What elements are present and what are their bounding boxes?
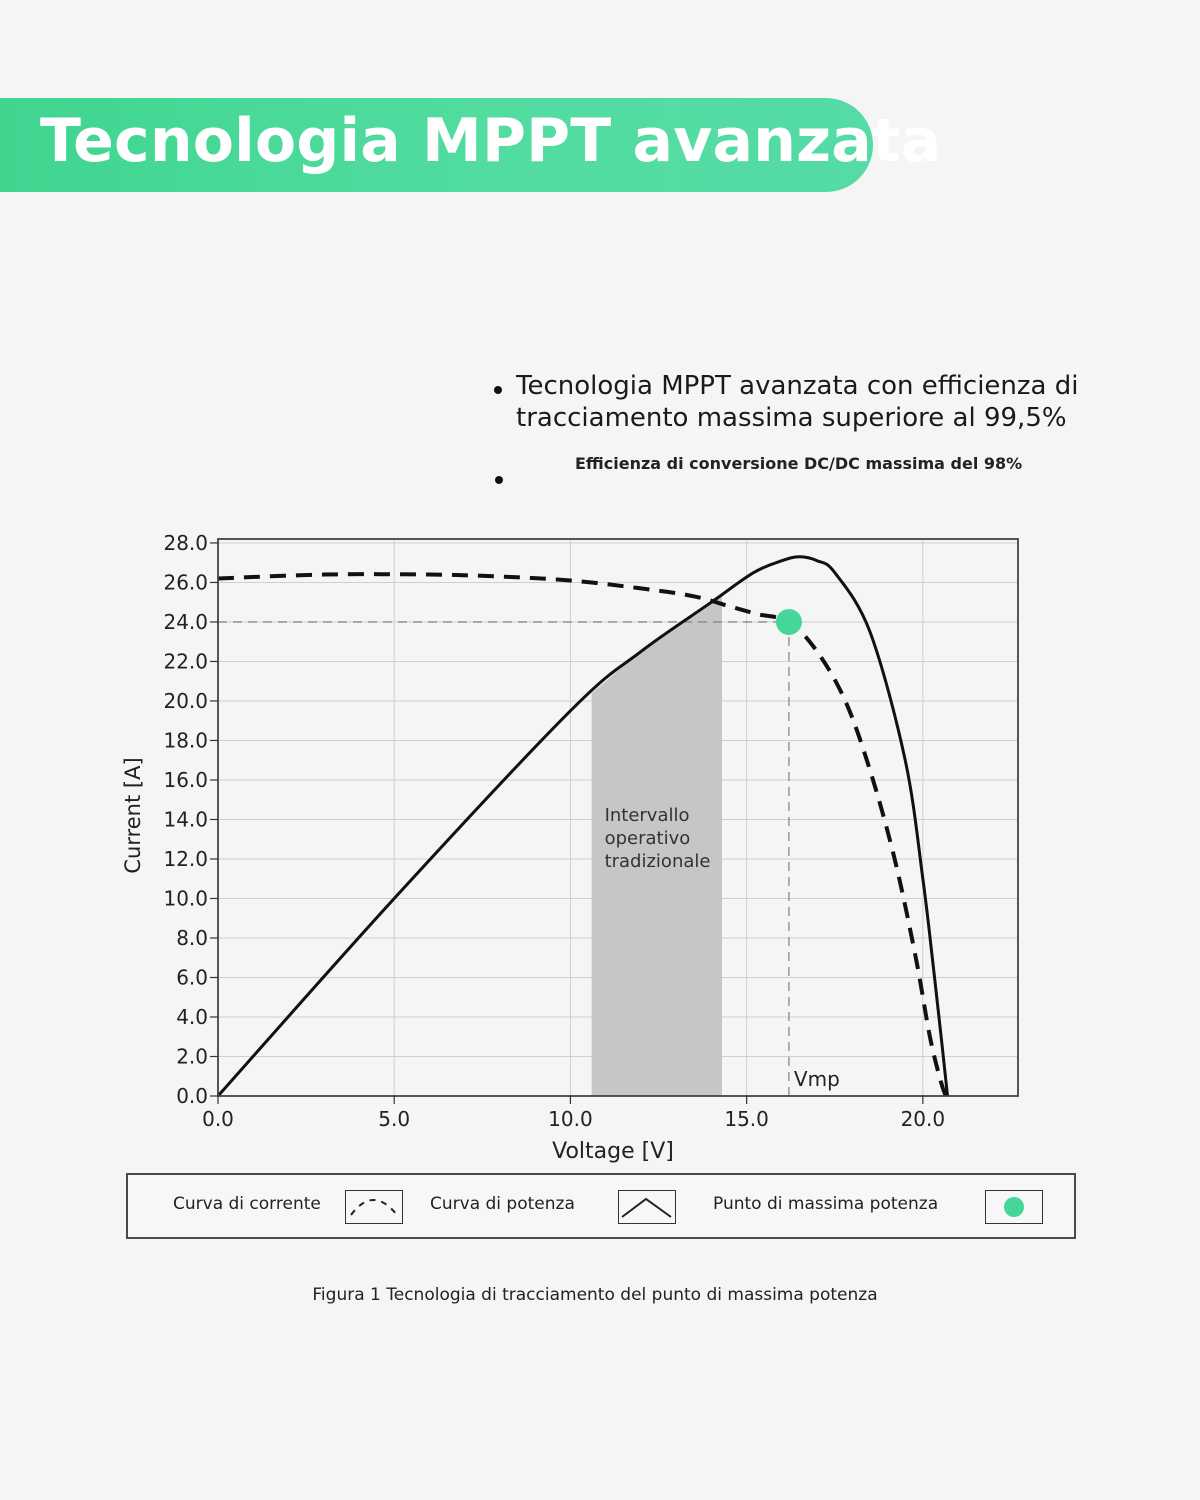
solid-curve-icon: [621, 1197, 672, 1218]
y-tick-label: 16.0: [163, 768, 208, 792]
dashed-curve-icon: [350, 1199, 398, 1216]
y-tick-label: 2.0: [176, 1044, 208, 1068]
y-tick-label: 6.0: [176, 965, 208, 989]
feature-item: Efficienza di conversione DC/DC massima …: [490, 454, 1170, 484]
band-label-line: tradizionale: [605, 851, 711, 872]
y-tick-label: 4.0: [176, 1005, 208, 1029]
y-tick-label: 20.0: [163, 689, 208, 713]
feature-text: Tecnologia MPPT avanzata con efficienza …: [516, 371, 1079, 433]
bullet-icon: [494, 386, 502, 394]
iv-chart: Intervallo operativo tradizionale Vmp 0.…: [121, 531, 1019, 1164]
y-tick-label: 26.0: [163, 570, 208, 594]
legend-current-swatch: [345, 1190, 403, 1224]
y-tick-label: 10.0: [163, 886, 208, 910]
x-tick-label: 20.0: [901, 1107, 946, 1131]
series-power-line: [216, 555, 950, 1097]
x-tick-label: 15.0: [724, 1107, 769, 1131]
y-tick-label: 24.0: [163, 610, 208, 634]
legend-power-label: Curva di potenza: [430, 1194, 575, 1214]
legend-mpp-swatch: [985, 1190, 1043, 1224]
feature-item: Tecnologia MPPT avanzata con efficienza …: [490, 370, 1170, 434]
figure-caption: Figura 1 Tecnologia di tracciamento del …: [312, 1285, 878, 1305]
y-axis-label: Current [A]: [121, 757, 145, 873]
legend-mpp-label: Punto di massima potenza: [713, 1194, 939, 1214]
y-tick-label: 14.0: [163, 807, 208, 831]
y-tick-label: 12.0: [163, 847, 208, 871]
y-tick-label: 28.0: [163, 531, 208, 555]
x-tick-label: 5.0: [378, 1107, 410, 1131]
chart-legend: Curva di corrente Curva di potenza Punto…: [126, 1173, 1076, 1239]
legend-current-label: Curva di corrente: [173, 1194, 321, 1214]
band-label-line: Intervallo: [605, 805, 690, 826]
feature-list: Tecnologia MPPT avanzata con efficienza …: [490, 370, 1170, 484]
bullet-icon: [495, 476, 503, 484]
y-tick-label: 22.0: [163, 649, 208, 673]
plot-frame: [217, 538, 1019, 1097]
y-tick-label: 8.0: [176, 926, 208, 950]
title-banner: Tecnologia MPPT avanzata: [0, 98, 941, 192]
series-current-line: [217, 572, 948, 1097]
x-tick-label: 10.0: [548, 1107, 593, 1131]
traditional-range-band: [591, 594, 722, 1096]
y-tick-label: 18.0: [163, 728, 208, 752]
vmp-label: Vmp: [794, 1067, 840, 1091]
legend-power-swatch: [618, 1190, 676, 1224]
green-dot-icon: [1004, 1197, 1024, 1217]
mpp-point: [775, 608, 802, 635]
y-tick-label: 0.0: [176, 1084, 208, 1108]
band-label-line: operativo: [605, 828, 691, 849]
feature-text: Efficienza di conversione DC/DC massima …: [575, 454, 1023, 473]
x-tick-label: 0.0: [202, 1107, 234, 1131]
page-title: Tecnologia MPPT avanzata: [40, 106, 942, 176]
x-axis-label: Voltage [V]: [552, 1139, 674, 1164]
